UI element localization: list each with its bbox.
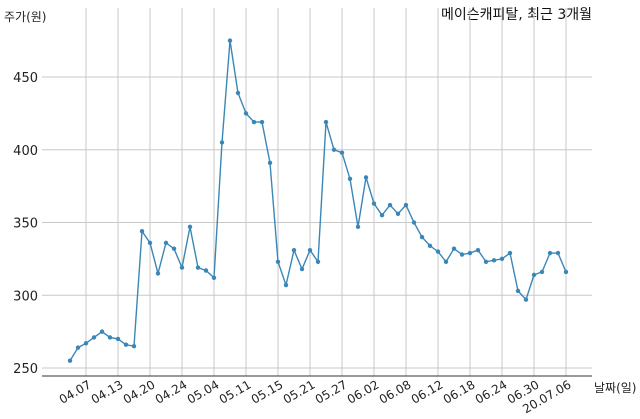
price-points — [67, 38, 569, 363]
vertical-grid — [85, 8, 567, 376]
x-tick-label: 06.18 — [441, 377, 478, 406]
x-tick-label: 04.07 — [57, 377, 94, 406]
x-tick-label: 04.20 — [121, 377, 158, 406]
y-tick-labels: 250 300 350 400 450 — [13, 71, 38, 377]
data-point — [507, 250, 513, 256]
data-point — [147, 240, 153, 246]
data-point — [211, 275, 217, 280]
data-point — [219, 140, 225, 145]
y-tick-label: 250 — [13, 362, 38, 377]
data-point — [555, 250, 561, 256]
data-point — [91, 335, 97, 340]
data-point — [155, 271, 161, 276]
data-point — [331, 147, 337, 152]
y-tick-label: 300 — [13, 289, 38, 304]
x-tick-label: 05.15 — [249, 377, 286, 406]
data-point — [379, 213, 385, 218]
data-point — [291, 247, 297, 253]
x-tick-label: 06.12 — [409, 377, 446, 406]
price-line — [69, 40, 567, 362]
data-point — [515, 288, 521, 294]
data-point — [275, 259, 281, 264]
x-tick-label: 04.13 — [89, 377, 126, 406]
data-point — [387, 202, 393, 208]
data-point — [531, 272, 537, 278]
data-point — [547, 250, 553, 256]
data-point — [347, 176, 353, 182]
data-point — [67, 358, 73, 363]
data-point — [123, 342, 129, 347]
data-point — [131, 343, 137, 349]
data-point — [355, 224, 361, 230]
data-point — [187, 224, 193, 230]
x-tick-label: 04.24 — [153, 377, 190, 406]
data-point — [243, 111, 249, 116]
data-point — [235, 90, 241, 96]
data-point — [83, 341, 89, 346]
x-tick-labels: 04.0704.1304.2004.2405.0405.1105.1505.21… — [57, 377, 574, 416]
data-point — [491, 258, 497, 263]
data-point — [419, 234, 425, 240]
data-point — [539, 269, 545, 275]
data-point — [115, 336, 121, 342]
x-tick-label: 06.02 — [345, 377, 382, 406]
data-point — [371, 201, 377, 206]
data-point — [475, 247, 481, 253]
data-point — [523, 297, 529, 302]
data-point — [203, 268, 209, 273]
data-point — [499, 256, 505, 262]
data-point — [467, 250, 473, 256]
data-point — [99, 329, 105, 334]
chart-title: 메이슨캐피탈, 최근 3개월 — [441, 7, 592, 23]
y-tick-label: 400 — [13, 144, 38, 159]
x-tick-label: 05.04 — [185, 377, 222, 406]
data-point — [171, 246, 177, 251]
data-point — [403, 202, 409, 208]
data-point — [395, 211, 401, 216]
y-axis-label: 주가(원) — [4, 10, 46, 24]
data-point — [139, 229, 145, 234]
data-point — [259, 119, 265, 125]
data-point — [163, 240, 169, 246]
data-point — [179, 265, 185, 270]
data-point — [427, 243, 433, 248]
data-point — [443, 259, 449, 264]
data-point — [483, 259, 489, 264]
data-point — [267, 160, 273, 166]
data-point — [251, 119, 257, 125]
data-point — [107, 335, 113, 340]
x-tick-label: 06.24 — [473, 377, 510, 406]
data-point — [435, 249, 441, 254]
data-point — [363, 175, 369, 180]
data-point — [563, 269, 569, 275]
x-tick-label: 06.08 — [377, 377, 414, 406]
y-tick-label: 350 — [13, 217, 38, 232]
x-axis-label: 날짜(일) — [594, 381, 636, 395]
data-point — [451, 246, 457, 251]
data-point — [75, 345, 81, 350]
x-tick-label: 05.21 — [281, 377, 318, 406]
y-tick-label: 450 — [13, 71, 38, 86]
data-point — [315, 259, 321, 264]
data-point — [339, 150, 345, 155]
data-point — [227, 38, 233, 43]
data-point — [411, 220, 417, 225]
data-point — [307, 247, 313, 253]
horizontal-grid — [42, 76, 592, 369]
data-point — [299, 266, 305, 272]
data-point — [195, 265, 201, 270]
data-point — [323, 119, 329, 125]
data-point — [459, 252, 465, 257]
x-tick-label: 05.11 — [217, 377, 254, 406]
data-point — [283, 282, 289, 288]
x-tick-label: 05.27 — [313, 377, 350, 406]
